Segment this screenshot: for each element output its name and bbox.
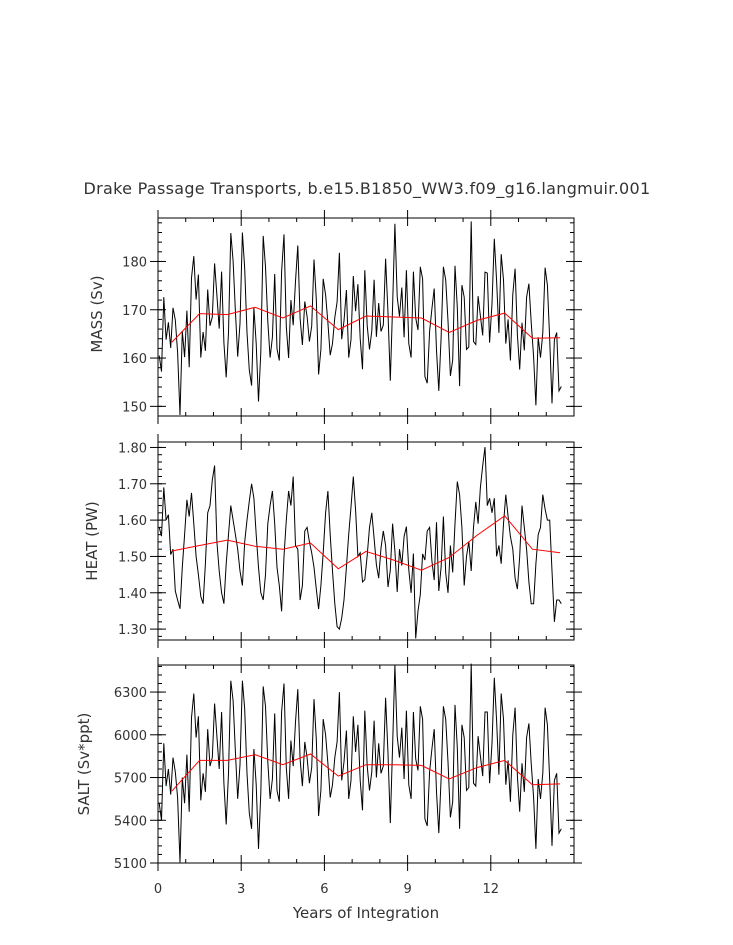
salt-monthly-line	[158, 663, 562, 863]
x-tick-label: 12	[483, 882, 500, 897]
heat-y-tick-label: 1.80	[118, 441, 147, 456]
mass-y-axis-label: MASS (Sv)	[88, 275, 106, 352]
salt-ticks: 5100 5400 5700 6000 6300	[114, 657, 582, 872]
salt-y-axis-label: SALT (Sv*ppt)	[75, 713, 93, 816]
x-tick-label: 0	[154, 882, 162, 897]
heat-ticks: 1.30 1.40 1.50 1.60 1.70 1.80	[118, 434, 582, 648]
heat-panel: HEAT (PW) 1.30 1.40 1.50 1.60 1.70 1.80	[83, 434, 582, 648]
heat-y-tick-label: 1.70	[118, 478, 147, 493]
mass-y-tick-label: 150	[122, 400, 147, 415]
heat-y-tick-label: 1.30	[118, 623, 147, 638]
mass-plot-frame	[157, 217, 575, 417]
salt-panel: SALT (Sv*ppt) 5100 5400 5700 6000 6300	[75, 657, 582, 872]
heat-annual-mean-line	[171, 515, 561, 571]
heat-y-tick-label: 1.50	[118, 550, 147, 565]
salt-y-tick-label: 5400	[114, 814, 147, 829]
mass-y-tick-label: 170	[122, 304, 147, 319]
salt-annual-mean-line	[171, 753, 561, 792]
mass-monthly-line	[158, 221, 562, 416]
heat-y-tick-label: 1.40	[118, 587, 147, 602]
heat-monthly-line	[158, 447, 562, 639]
x-tick-labels: 0 3 6 9 12	[154, 882, 499, 897]
mass-y-tick-label: 160	[122, 352, 147, 367]
x-tick-label: 9	[403, 882, 411, 897]
chart-title: Drake Passage Transports, b.e15.B1850_WW…	[84, 179, 651, 199]
x-axis-label: Years of Integration	[292, 904, 439, 922]
salt-plot-frame	[157, 664, 575, 864]
mass-y-tick-label: 180	[122, 255, 147, 270]
salt-y-tick-label: 5100	[114, 857, 147, 872]
x-tick-label: 3	[237, 882, 245, 897]
heat-plot-frame	[157, 441, 575, 641]
salt-y-tick-label: 6300	[114, 686, 147, 701]
heat-y-axis-label: HEAT (PW)	[83, 501, 101, 580]
mass-annual-mean-line	[171, 305, 561, 343]
salt-y-tick-label: 6000	[114, 729, 147, 744]
mass-panel: MASS (Sv) 150 160 170 180	[88, 210, 582, 424]
x-tick-label: 6	[320, 882, 328, 897]
heat-y-tick-label: 1.60	[118, 514, 147, 529]
salt-y-tick-label: 5700	[114, 772, 147, 787]
